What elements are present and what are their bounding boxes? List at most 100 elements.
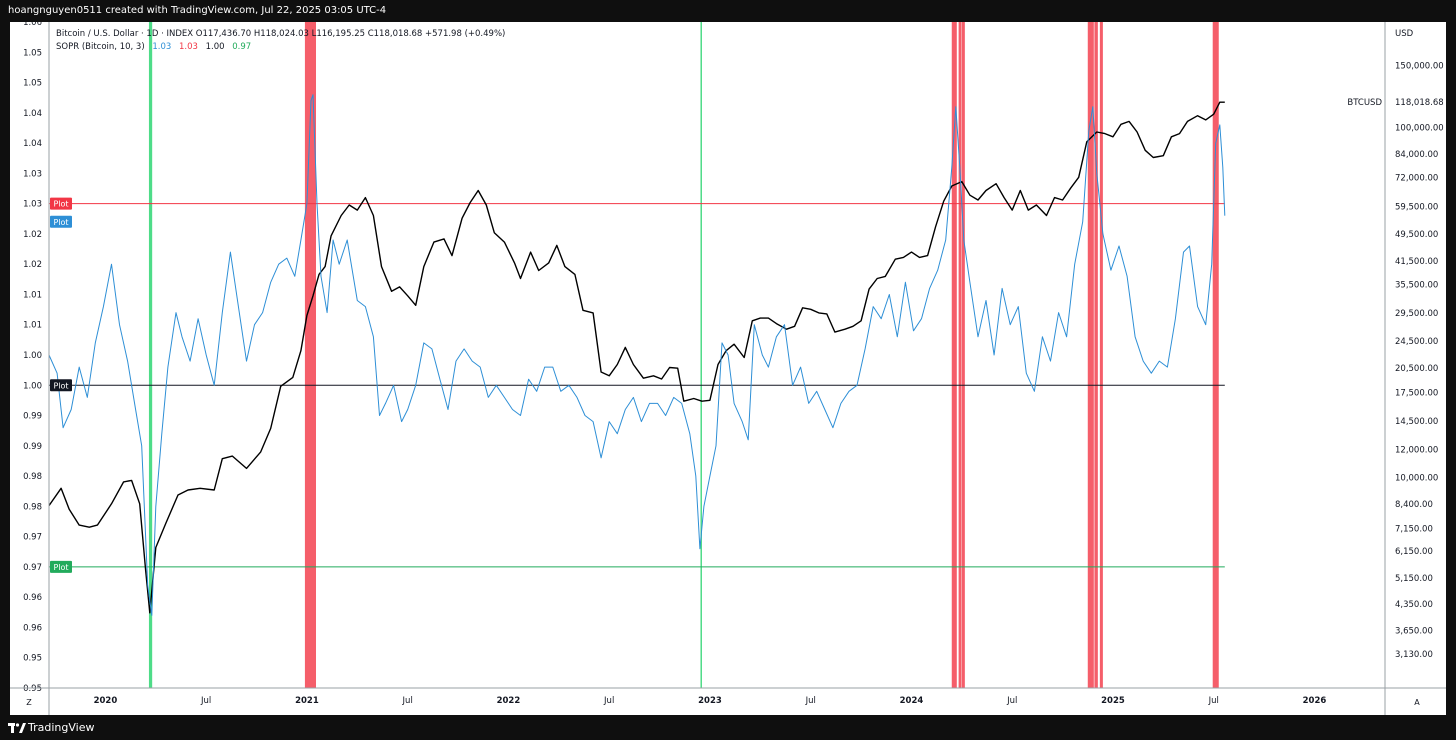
signal-band — [1212, 22, 1219, 688]
signal-band — [958, 22, 962, 688]
btcusd-price-line — [48, 101, 1225, 614]
price-chart[interactable]: 1.06 1.05 1.05 1.04 1.04 1.03 1.03 1.02 1.02 1.01… — [10, 18, 1446, 715]
left-axis-tick-label: 1.00 — [23, 351, 42, 361]
left-axis-tick-label: 1.05 — [23, 79, 42, 89]
signal-band — [1099, 22, 1103, 688]
right-axis[interactable]: USD 150,000.00 100,000.00 84,000.00 72,000.0… — [1347, 29, 1443, 660]
left-axis-tick-label: 1.02 — [23, 260, 42, 270]
legend-indicator-line: SOPR (Bitcoin, 10, 3) 1.03 1.03 1.00 0.9… — [56, 42, 251, 52]
left-axis-tick-label: 0.97 — [23, 533, 42, 543]
time-axis-tick-label: 2022 — [497, 696, 521, 706]
current-price-value: 118,018.68 — [1395, 98, 1444, 108]
signal-band — [304, 22, 316, 688]
signal-band — [148, 22, 153, 688]
signal-band — [961, 22, 965, 688]
signal-band — [951, 22, 957, 688]
signal-band — [1094, 22, 1098, 688]
right-axis-tick-label: 100,000.00 — [1395, 123, 1444, 133]
log-scale-button[interactable]: Z — [26, 698, 32, 707]
signal-band — [700, 22, 702, 688]
signal-band — [1087, 22, 1094, 688]
legend-indicator-value: 1.03 — [179, 42, 198, 52]
chart-canvas[interactable]: 1.06 1.05 1.05 1.04 1.04 1.03 1.03 1.02 1.02 1.01… — [10, 18, 1446, 715]
time-axis-tick-label: Jul — [200, 696, 211, 706]
auto-scale-button[interactable]: A — [1414, 698, 1420, 707]
time-axis-tick-label: 2024 — [900, 696, 924, 706]
left-axis-tick-label: 0.97 — [23, 563, 42, 573]
right-axis-tick-label: 49,500.00 — [1395, 230, 1438, 240]
series-lines — [48, 94, 1226, 616]
plot-tag-badge — [50, 560, 72, 573]
right-axis-tick-label: 150,000.00 — [1395, 62, 1444, 72]
axis-tags: Plot Plot Plot Plot — [50, 197, 72, 573]
left-axis-tick-label: 0.98 — [23, 472, 42, 482]
time-axis-tick-label: Jul — [402, 696, 413, 706]
plot-tag-label: Plot — [53, 381, 68, 390]
time-axis-tick-label: Jul — [805, 696, 816, 706]
left-axis-tick-label: 1.04 — [23, 139, 42, 149]
plot-tag-badge — [50, 379, 72, 392]
left-axis[interactable]: 1.06 1.05 1.05 1.04 1.04 1.03 1.03 1.02 1.02 1.01… — [23, 18, 42, 694]
signal-bands — [148, 22, 1219, 688]
legend-indicator-value: 0.97 — [232, 42, 251, 52]
right-axis-tick-label: 20,500.00 — [1395, 364, 1438, 374]
right-axis-tick-label: 59,500.00 — [1395, 202, 1438, 212]
plot-tag-badge — [50, 215, 72, 228]
left-axis-tick-label: 0.99 — [23, 412, 42, 422]
left-axis-tick-label: 0.96 — [23, 593, 42, 603]
time-axis-tick-label: 2026 — [1303, 696, 1327, 706]
right-axis-tick-label: 84,000.00 — [1395, 150, 1438, 160]
left-axis-tick-label: 0.96 — [23, 623, 42, 633]
right-axis-tick-label: 72,000.00 — [1395, 173, 1438, 183]
time-axis-tick-label: 2021 — [295, 696, 319, 706]
left-axis-tick-label: 0.99 — [23, 442, 42, 452]
left-axis-tick-label: 1.03 — [23, 169, 42, 179]
legend-symbol-line: Bitcoin / U.S. Dollar · 1D · INDEX O117,… — [56, 29, 505, 39]
legend: Bitcoin / U.S. Dollar · 1D · INDEX O117,… — [56, 29, 505, 52]
right-axis-tick-label: 3,130.00 — [1395, 650, 1433, 660]
left-axis-tick-label: 1.05 — [23, 48, 42, 58]
right-axis-tick-label: 4,350.00 — [1395, 600, 1433, 610]
right-axis-tick-label: 7,150.00 — [1395, 524, 1433, 534]
right-axis-unit: USD — [1395, 29, 1414, 39]
right-axis-tick-label: 8,400.00 — [1395, 500, 1433, 510]
left-axis-tick-label: 1.03 — [23, 200, 42, 210]
left-axis-tick-label: 1.00 — [23, 381, 42, 391]
tradingview-logo-icon — [8, 723, 26, 733]
threshold-lines — [49, 203, 1225, 568]
plot-tag-label: Plot — [53, 563, 68, 572]
time-axis[interactable]: 2020 Jul 2021 Jul 2022 Jul 2023 Jul 2024 Jul 2025 J… — [10, 22, 1446, 715]
right-axis-tick-label: 29,500.00 — [1395, 309, 1438, 319]
left-axis-tick-label: 1.02 — [23, 230, 42, 240]
left-axis-tick-label: 0.98 — [23, 502, 42, 512]
legend-indicator-name: SOPR (Bitcoin, 10, 3) — [56, 42, 145, 52]
footer-brand: TradingView — [28, 721, 95, 734]
right-axis-tick-label: 5,150.00 — [1395, 574, 1433, 584]
right-axis-tick-label: 35,500.00 — [1395, 281, 1438, 291]
footer: TradingView — [0, 715, 1456, 740]
time-axis-tick-label: 2025 — [1101, 696, 1125, 706]
plot-tag-label: Plot — [53, 218, 68, 227]
axis-corner-buttons[interactable]: Z A — [26, 698, 1420, 707]
plot-tag-badge — [50, 197, 72, 210]
right-axis-tick-label: 10,000.00 — [1395, 473, 1438, 483]
left-axis-tick-label: 0.95 — [23, 654, 42, 664]
time-axis-tick-label: 2023 — [698, 696, 722, 706]
right-axis-tick-label: 3,650.00 — [1395, 626, 1433, 636]
legend-indicator-value: 1.03 — [152, 42, 171, 52]
left-axis-tick-label: 1.01 — [23, 321, 42, 331]
left-axis-tick-label: 1.06 — [23, 22, 42, 28]
time-axis-tick-label: Jul — [1006, 696, 1017, 706]
right-axis-tick-label: 12,000.00 — [1395, 446, 1438, 456]
left-axis-tick-label: 0.95 — [23, 684, 42, 694]
time-axis-tick-label: 2020 — [94, 696, 118, 706]
legend-indicator-value: 1.00 — [206, 42, 225, 52]
right-axis-tick-label: 24,500.00 — [1395, 337, 1438, 347]
right-axis-tick-label: 17,500.00 — [1395, 388, 1438, 398]
right-axis-tick-label: 14,500.00 — [1395, 417, 1438, 427]
left-axis-tick-label: 1.01 — [23, 290, 42, 300]
plot-tag-label: Plot — [53, 200, 68, 209]
header-credit: hoangnguyen0511 created with TradingView… — [8, 5, 387, 16]
right-axis-tick-label: 6,150.00 — [1395, 547, 1433, 557]
